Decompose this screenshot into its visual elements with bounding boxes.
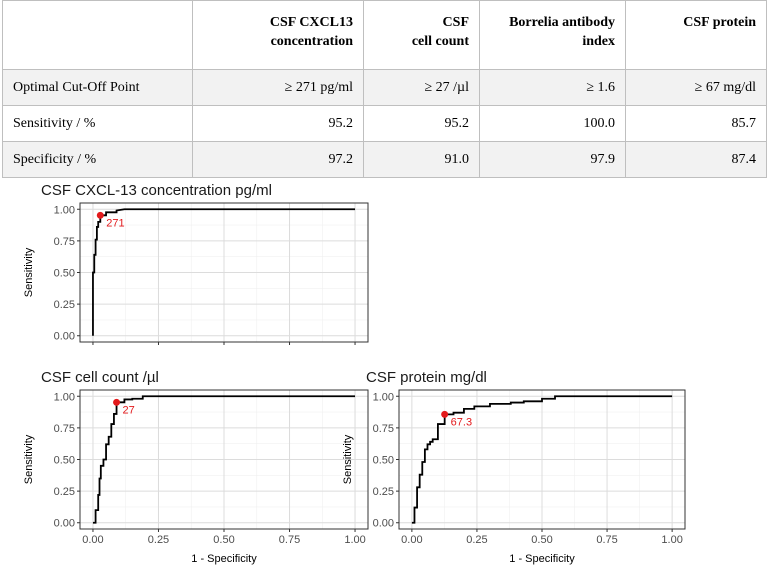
y-tick-label: 0.25 (373, 486, 394, 498)
table-cell: Optimal Cut-Off Point (2, 69, 193, 106)
table-cell: ≥ 27 /µl (363, 69, 480, 106)
x-tick-label: 1.00 (344, 534, 365, 546)
table-row: Specificity / % 97.2 91.0 97.9 87.4 (2, 141, 767, 178)
table-header-row: CSF CXCL13 concentration CSF cell count Bo… (2, 0, 767, 70)
cutoff-label: 67.3 (451, 416, 472, 428)
y-tick-label: 0.50 (54, 268, 75, 280)
roc-panel-cellcount: CSF cell count /µl 0.00 0.25 0.50 0.75 1.00 0.… (23, 369, 369, 565)
y-tick-label: 1.00 (373, 391, 394, 403)
roc-panel-protein: CSF protein mg/dl 0.00 0.25 0.50 0.75 1.00 0.0… (342, 369, 686, 565)
header-cxcl13-line1: CSF CXCL13 (269, 15, 353, 30)
cutoff-label: 271 (106, 217, 124, 229)
cutoff-point (113, 398, 121, 406)
table-cell: 91.0 (363, 141, 480, 178)
y-tick-label: 1.00 (54, 391, 75, 403)
y-axis-title: Sensitivity (342, 434, 354, 484)
y-tick-label: 0.25 (54, 299, 75, 311)
table-cell: Specificity / % (2, 141, 193, 178)
table-header-cell (2, 0, 193, 70)
table-header-cell: CSF cell count (363, 0, 480, 70)
y-tick-label: 0.00 (54, 331, 75, 343)
table-cell: 85.7 (625, 105, 767, 142)
header-abi-line1: Borrelia antibody (509, 15, 615, 30)
x-tick-label: 0.00 (82, 534, 103, 546)
chart-title: CSF cell count /µl (41, 369, 159, 386)
x-tick-label: 0.25 (466, 534, 487, 546)
panel-border (79, 202, 369, 343)
table-row: Optimal Cut-Off Point ≥ 271 pg/ml ≥ 27 /… (2, 69, 767, 106)
x-tick-label: 0.50 (213, 534, 234, 546)
roc-curve (411, 395, 673, 524)
y-tick-label: 0.50 (54, 455, 75, 467)
table-cell: 97.2 (192, 141, 364, 178)
table-cell: 95.2 (192, 105, 364, 142)
y-tick-label: 0.50 (373, 455, 394, 467)
y-tick-label: 0.00 (54, 518, 75, 530)
table-cell: 100.0 (479, 105, 626, 142)
chart-title: CSF CXCL-13 concentration pg/ml (41, 182, 272, 199)
table-cell: ≥ 271 pg/ml (192, 69, 364, 106)
header-cxcl13-line2: concentration (270, 34, 353, 49)
x-tick-label: 1.00 (661, 534, 682, 546)
roc-curve (92, 208, 356, 336)
panel-border (79, 389, 369, 530)
chart-title: CSF protein mg/dl (366, 369, 487, 386)
cutoff-point (96, 211, 104, 219)
header-abi-line2: index (582, 34, 615, 49)
panel-border (398, 389, 686, 530)
x-axis-title: 1 - Specificity (509, 553, 575, 565)
table-cell: ≥ 1.6 (479, 69, 626, 106)
y-tick-label: 0.25 (54, 486, 75, 498)
table-header-cell: CSF protein (625, 0, 767, 70)
y-axis-title: Sensitivity (23, 434, 35, 484)
y-tick-label: 0.75 (373, 423, 394, 435)
cutoff-point (441, 410, 449, 418)
table-header-cell: CSF CXCL13 concentration (192, 0, 364, 70)
roc-curve (92, 395, 356, 524)
table-cell: 87.4 (625, 141, 767, 178)
x-tick-label: 0.75 (596, 534, 617, 546)
table-cell: 97.9 (479, 141, 626, 178)
results-table: CSF CXCL13 concentration CSF cell count Bo… (2, 0, 767, 178)
roc-panel-cxcl13: CSF CXCL-13 concentration pg/ml 0.00 0.25 0… (23, 182, 369, 345)
x-tick-label: 0.50 (531, 534, 552, 546)
y-axis-title: Sensitivity (23, 247, 35, 297)
table-cell: ≥ 67 mg/dl (625, 69, 767, 106)
x-axis-title: 1 - Specificity (191, 553, 257, 565)
cutoff-label: 27 (123, 404, 135, 416)
y-tick-label: 0.75 (54, 236, 75, 248)
header-cellcount-line1: CSF (442, 15, 469, 30)
x-tick-label: 0.75 (279, 534, 300, 546)
y-tick-label: 1.00 (54, 204, 75, 216)
header-protein: CSF protein (683, 15, 756, 30)
y-tick-label: 0.75 (54, 423, 75, 435)
header-cellcount-line2: cell count (411, 34, 469, 49)
table-header-cell: Borrelia antibody index (479, 0, 626, 70)
y-tick-label: 0.00 (373, 518, 394, 530)
x-tick-label: 0.00 (401, 534, 422, 546)
table-cell: Sensitivity / % (2, 105, 193, 142)
x-tick-label: 0.25 (148, 534, 169, 546)
